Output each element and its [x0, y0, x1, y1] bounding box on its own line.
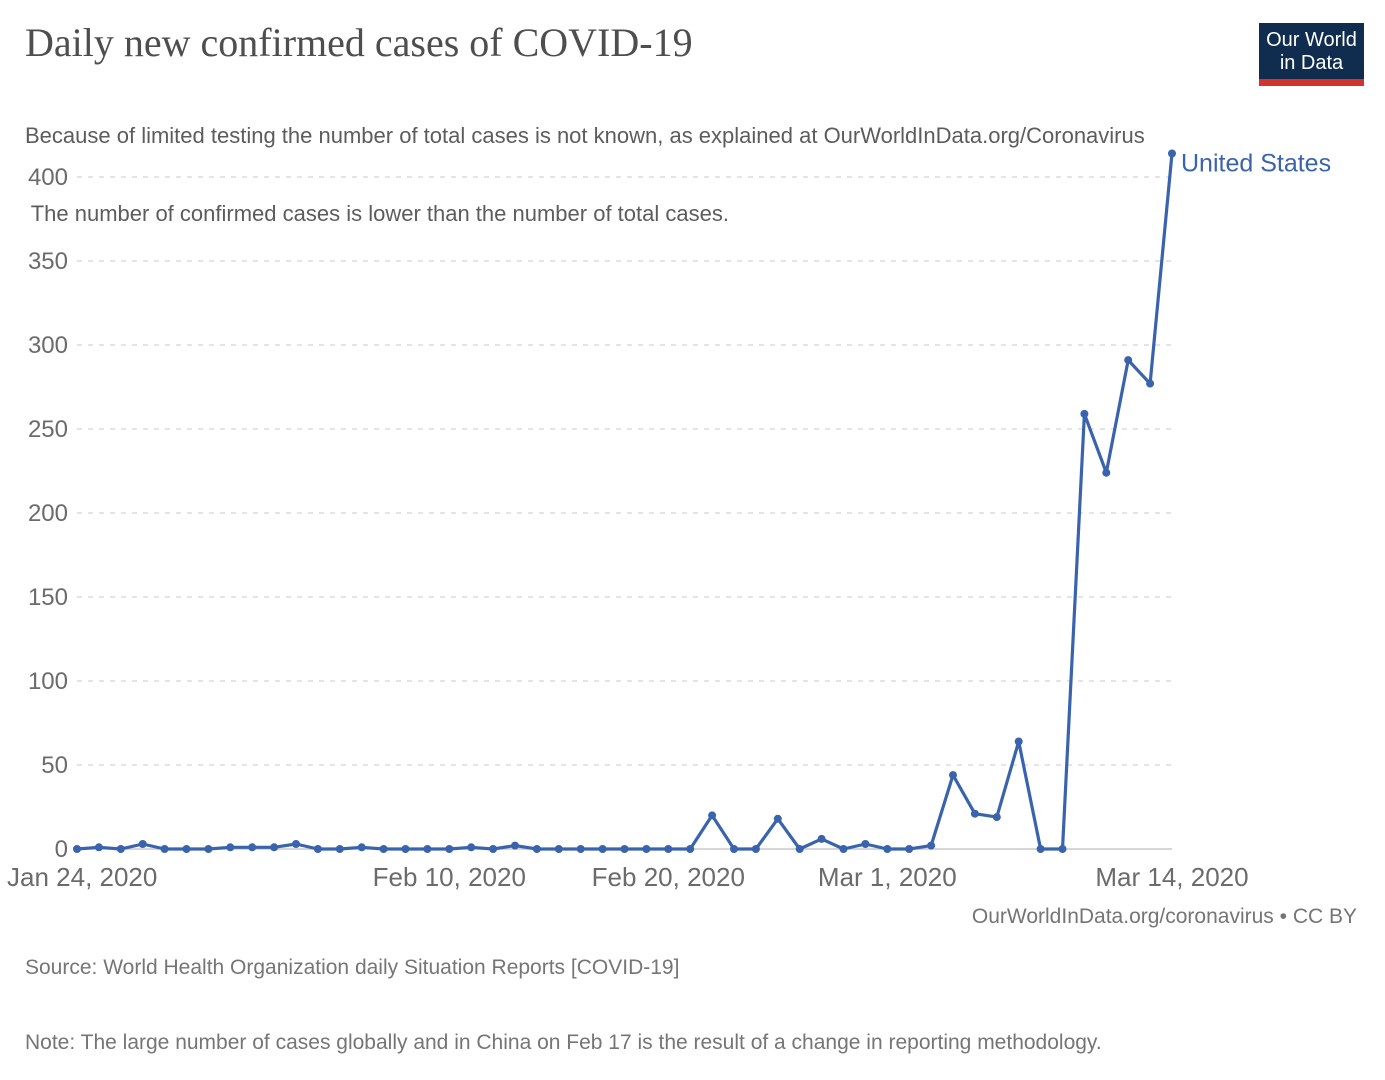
- data-point[interactable]: [708, 811, 717, 820]
- data-point[interactable]: [73, 845, 81, 853]
- owid-link[interactable]: OurWorldInData.org/coronavirus • CC BY: [971, 905, 1357, 928]
- owid-logo[interactable]: Our World in Data: [1259, 23, 1364, 86]
- owid-logo-text: Our World in Data: [1259, 23, 1364, 79]
- data-point[interactable]: [598, 845, 607, 853]
- data-point[interactable]: [817, 834, 826, 843]
- owid-logo-line-2: in Data: [1279, 52, 1344, 74]
- x-axis-tick-label: Feb 10, 2020: [373, 862, 526, 892]
- x-axis-tick-label: Feb 20, 2020: [592, 862, 745, 892]
- data-point[interactable]: [204, 845, 213, 853]
- data-point[interactable]: [620, 845, 629, 853]
- data-point[interactable]: [1102, 468, 1111, 477]
- data-point[interactable]: [270, 843, 279, 852]
- source-line: Source: World Health Organization daily …: [25, 956, 680, 979]
- data-point[interactable]: [138, 840, 147, 848]
- data-point[interactable]: [401, 845, 410, 853]
- data-point[interactable]: [1058, 845, 1067, 853]
- y-axis-tick-label: 150: [28, 584, 68, 611]
- data-point[interactable]: [795, 845, 804, 853]
- y-axis-tick-label: 100: [28, 668, 68, 695]
- data-point[interactable]: [861, 840, 870, 848]
- data-point[interactable]: [489, 845, 498, 853]
- data-point[interactable]: [313, 845, 322, 853]
- data-point[interactable]: [554, 845, 563, 853]
- chart-footer: Source: World Health Organization daily …: [25, 905, 1102, 1080]
- data-point[interactable]: [576, 845, 585, 853]
- y-axis-tick-label: 400: [28, 164, 68, 191]
- data-point[interactable]: [905, 845, 914, 853]
- series-line-united-states[interactable]: [75, 151, 1174, 851]
- x-axis-tick-label: Mar 14, 2020: [1095, 862, 1248, 892]
- data-point[interactable]: [248, 843, 257, 852]
- chart-canvas: 0 50 100 150 200 250 300 350 400 Jan 24, 2020 Feb …: [7, 149, 1331, 892]
- y-axis-tick-label: 350: [28, 248, 68, 275]
- y-axis-tick-label: 200: [28, 500, 68, 527]
- data-point[interactable]: [751, 845, 760, 853]
- data-point[interactable]: [160, 845, 169, 853]
- x-axis-tick-label: Jan 24, 2020: [7, 862, 157, 892]
- data-point[interactable]: [445, 845, 454, 853]
- data-point[interactable]: [116, 845, 125, 853]
- data-point[interactable]: [1124, 356, 1133, 365]
- data-point[interactable]: [335, 845, 344, 853]
- data-point[interactable]: [1146, 379, 1155, 388]
- data-point[interactable]: [949, 771, 957, 780]
- page-title: Daily new confirmed cases of COVID-19: [25, 20, 693, 65]
- data-point[interactable]: [511, 841, 519, 850]
- data-point[interactable]: [686, 845, 695, 853]
- entity-label[interactable]: United States: [1181, 149, 1331, 177]
- data-point[interactable]: [839, 845, 848, 853]
- subtitle-line-1: Because of limited testing the number of…: [25, 123, 1145, 148]
- data-point[interactable]: [927, 841, 936, 850]
- data-point[interactable]: [773, 814, 782, 823]
- data-point[interactable]: [94, 843, 103, 852]
- chart-subtitle: Because of limited testing the number of…: [25, 71, 1145, 253]
- note-line: Note: The large number of cases globally…: [25, 1031, 1102, 1054]
- data-point[interactable]: [1036, 845, 1045, 853]
- subtitle-line-2: The number of confirmed cases is lower t…: [25, 201, 729, 226]
- data-point[interactable]: [883, 845, 892, 853]
- data-point[interactable]: [292, 840, 300, 848]
- data-point[interactable]: [642, 845, 651, 853]
- data-point[interactable]: [226, 843, 235, 852]
- data-point[interactable]: [1014, 737, 1023, 746]
- y-axis-tick-label: 300: [28, 332, 68, 359]
- data-point[interactable]: [1080, 409, 1089, 418]
- y-axis-tick-label: 0: [55, 836, 68, 863]
- data-point[interactable]: [467, 843, 476, 852]
- data-point[interactable]: [357, 843, 366, 852]
- y-axis-tick-label: 50: [41, 752, 68, 779]
- data-point[interactable]: [664, 845, 673, 853]
- y-axis-tick-label: 250: [28, 416, 68, 443]
- data-point[interactable]: [423, 845, 432, 853]
- data-point[interactable]: [379, 845, 388, 853]
- owid-logo-stripe: [1259, 79, 1364, 86]
- x-axis-tick-label: Mar 1, 2020: [818, 862, 957, 892]
- data-point[interactable]: [182, 845, 191, 853]
- data-point[interactable]: [730, 845, 738, 853]
- data-point[interactable]: [1168, 149, 1176, 158]
- data-point[interactable]: [532, 845, 541, 853]
- data-point[interactable]: [992, 813, 1001, 822]
- data-point[interactable]: [970, 809, 979, 818]
- owid-logo-line-1: Our World: [1266, 29, 1357, 51]
